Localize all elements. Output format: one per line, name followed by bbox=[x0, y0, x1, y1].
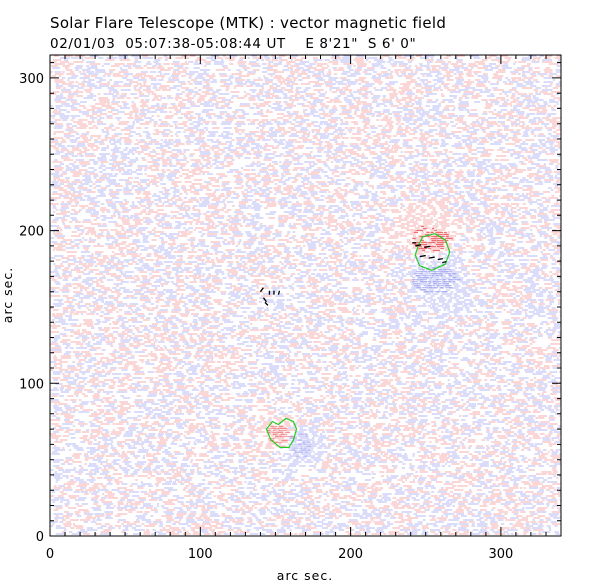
x-axis-label: arc sec. bbox=[277, 568, 333, 583]
x-tick-label: 0 bbox=[46, 547, 54, 562]
y-tick-label: 300 bbox=[19, 72, 44, 87]
field-contour-0 bbox=[414, 233, 451, 271]
y-tick-label: 0 bbox=[36, 530, 44, 545]
field-vector bbox=[428, 256, 435, 259]
field-vector bbox=[442, 261, 447, 264]
transverse-field-vectors bbox=[259, 242, 447, 306]
field-vector bbox=[277, 290, 281, 295]
axis-tick-labels: 0 100 200 300 0 100 200 300 bbox=[19, 72, 513, 562]
field-vector bbox=[259, 287, 264, 293]
field-vector bbox=[419, 254, 426, 258]
axis-ticks bbox=[49, 55, 562, 537]
polarity-core-3 bbox=[287, 433, 314, 457]
x-tick-label: 200 bbox=[338, 547, 363, 562]
field-vector bbox=[415, 244, 422, 247]
field-vector bbox=[264, 301, 269, 306]
y-tick-label: 200 bbox=[19, 225, 44, 240]
y-tick-label: 100 bbox=[19, 377, 44, 392]
polarity-core-0 bbox=[412, 225, 453, 252]
plot-area bbox=[50, 55, 561, 536]
figure-subtitle: 02/01/03 05:07:38-05:08:44 UT E 8'21" S … bbox=[50, 36, 417, 52]
contour-layer bbox=[265, 233, 451, 448]
field-vector bbox=[437, 257, 443, 261]
field-vector bbox=[424, 245, 431, 249]
x-tick-label: 100 bbox=[188, 547, 213, 562]
figure-title: Solar Flare Telescope (MTK) : vector mag… bbox=[50, 14, 447, 32]
field-contour-1 bbox=[265, 417, 298, 448]
field-vector bbox=[262, 297, 267, 303]
x-tick-label: 300 bbox=[488, 547, 513, 562]
y-axis-label: arc sec. bbox=[0, 267, 15, 323]
